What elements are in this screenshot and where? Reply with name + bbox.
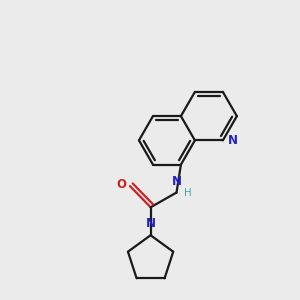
Text: N: N	[172, 175, 182, 188]
Text: O: O	[116, 178, 126, 191]
Text: H: H	[184, 188, 192, 198]
Text: N: N	[146, 217, 156, 230]
Text: N: N	[228, 134, 238, 147]
